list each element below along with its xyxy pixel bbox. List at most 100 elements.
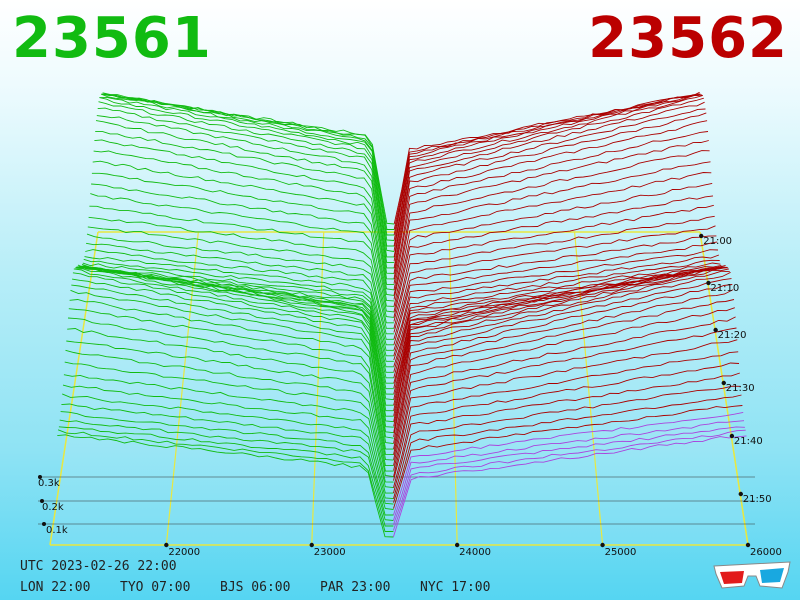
volume-tick-dot bbox=[40, 499, 44, 503]
ask-depth-line bbox=[393, 351, 739, 481]
ask-depth-line bbox=[393, 259, 720, 361]
bid-depth-line bbox=[96, 115, 395, 274]
ask-depth-line bbox=[393, 108, 706, 268]
ask-depth-line bbox=[393, 195, 714, 318]
bid-depth-line bbox=[76, 265, 394, 412]
ask-depth-line bbox=[392, 429, 746, 531]
ask-depth-line bbox=[393, 266, 728, 411]
bid-depth-line bbox=[75, 267, 394, 417]
utc-time: UTC 2023-02-26 22:00 bbox=[20, 559, 177, 574]
price-grid-line bbox=[573, 231, 604, 546]
time-tick-label: 21:10 bbox=[710, 283, 739, 294]
bid-depth-line bbox=[86, 242, 394, 346]
bid-depth-line bbox=[77, 264, 394, 401]
price-tick-label: 24000 bbox=[459, 547, 491, 558]
ask-depth-line bbox=[393, 394, 742, 503]
bid-price: 23561 bbox=[12, 6, 212, 71]
ask-depth-line bbox=[393, 268, 729, 422]
ask-depth-line bbox=[393, 254, 720, 356]
ask-depth-line bbox=[393, 270, 730, 427]
bid-depth-line bbox=[67, 317, 394, 467]
bid-depth-line bbox=[58, 426, 394, 527]
ask-depth-line bbox=[393, 316, 736, 466]
bid-depth-line bbox=[62, 384, 394, 500]
price-tick-dot bbox=[600, 542, 605, 548]
bid-depth-line bbox=[101, 93, 395, 241]
bid-depth-line bbox=[93, 150, 395, 296]
bid-depth-line bbox=[99, 97, 395, 258]
bid-depth-line bbox=[92, 160, 395, 302]
bid-depth-line bbox=[85, 249, 394, 351]
volume-tick-label: 0.1k bbox=[46, 525, 68, 536]
bid-depth-line bbox=[64, 361, 394, 489]
price-grid-line bbox=[311, 231, 325, 546]
time-tick-dot bbox=[699, 233, 704, 239]
bid-depth-line bbox=[63, 374, 394, 494]
price-grid-line bbox=[448, 231, 458, 546]
time-tick-dot bbox=[738, 491, 743, 497]
ask-depth-line bbox=[393, 307, 735, 460]
time-tick-label: 21:00 bbox=[703, 236, 732, 247]
bid-depth-line bbox=[94, 139, 395, 291]
price-tick-dot bbox=[164, 542, 169, 548]
zone-bjs: BJS 06:00 bbox=[220, 580, 291, 595]
bid-depth-line bbox=[68, 308, 394, 461]
ask-depth-line bbox=[392, 435, 747, 538]
bid-depth-line bbox=[90, 193, 394, 318]
time-tick-label: 21:20 bbox=[718, 330, 747, 341]
ask-depth-line bbox=[393, 94, 699, 225]
bid-depth-line bbox=[57, 434, 394, 538]
bid-depth-line bbox=[95, 120, 395, 280]
time-tick-dot bbox=[721, 380, 726, 386]
zone-tyo: TYO 07:00 bbox=[120, 580, 191, 595]
ask-depth-line bbox=[393, 131, 709, 284]
3d-glasses-icon[interactable] bbox=[712, 558, 792, 592]
bid-depth-line bbox=[73, 268, 394, 428]
ask-depth-line bbox=[393, 225, 716, 333]
ask-depth-line bbox=[393, 120, 708, 279]
timezone-list: LON 22:00 TYO 07:00 BJS 06:00 PAR 23:00 … bbox=[20, 580, 520, 595]
volume-tick-label: 0.3k bbox=[38, 478, 60, 489]
ask-depth-line bbox=[393, 94, 704, 251]
time-tick-dot bbox=[729, 433, 735, 439]
ask-depth-line bbox=[393, 172, 712, 307]
ask-depth-line bbox=[393, 362, 740, 488]
zone-lon: LON 22:00 bbox=[20, 580, 91, 595]
bid-depth-line bbox=[70, 289, 394, 450]
ask-depth-line bbox=[393, 112, 707, 274]
bid-depth-line bbox=[71, 284, 394, 445]
bid-depth-line bbox=[98, 101, 395, 263]
zone-par: PAR 23:00 bbox=[320, 580, 391, 595]
ask-depth-line bbox=[392, 426, 745, 526]
volume-tick-label: 0.2k bbox=[42, 502, 64, 513]
time-tick-label: 21:40 bbox=[734, 436, 763, 447]
ask-depth-line bbox=[393, 140, 709, 290]
bid-depth-line bbox=[100, 93, 395, 247]
ask-depth-line bbox=[393, 267, 729, 416]
bid-depth-line bbox=[74, 268, 394, 423]
bid-depth-line bbox=[67, 328, 394, 472]
bid-depth-line bbox=[62, 393, 394, 505]
bid-depth-line bbox=[100, 97, 395, 252]
ask-depth-line bbox=[393, 94, 702, 241]
volume-tick-dot bbox=[38, 475, 42, 479]
time-tick-label: 21:30 bbox=[726, 383, 755, 394]
bid-depth-line bbox=[89, 205, 394, 324]
bid-depth-line bbox=[87, 226, 394, 335]
price-tick-dot bbox=[454, 542, 460, 548]
ask-depth-line bbox=[393, 327, 737, 471]
bid-depth-line bbox=[72, 272, 394, 434]
volume-tick-dot bbox=[42, 522, 46, 526]
ask-price: 23562 bbox=[588, 6, 788, 71]
price-tick-dot bbox=[309, 542, 314, 548]
ask-depth-line bbox=[393, 249, 719, 351]
time-tick-label: 21:50 bbox=[743, 494, 772, 505]
price-tick-label: 26000 bbox=[750, 547, 782, 558]
ask-depth-line bbox=[393, 94, 703, 247]
price-tick-label: 25000 bbox=[605, 547, 637, 558]
bid-depth-line bbox=[72, 278, 394, 439]
ask-depth-line bbox=[393, 278, 732, 437]
ask-depth-line bbox=[393, 405, 743, 509]
bid-depth-line bbox=[86, 233, 394, 340]
